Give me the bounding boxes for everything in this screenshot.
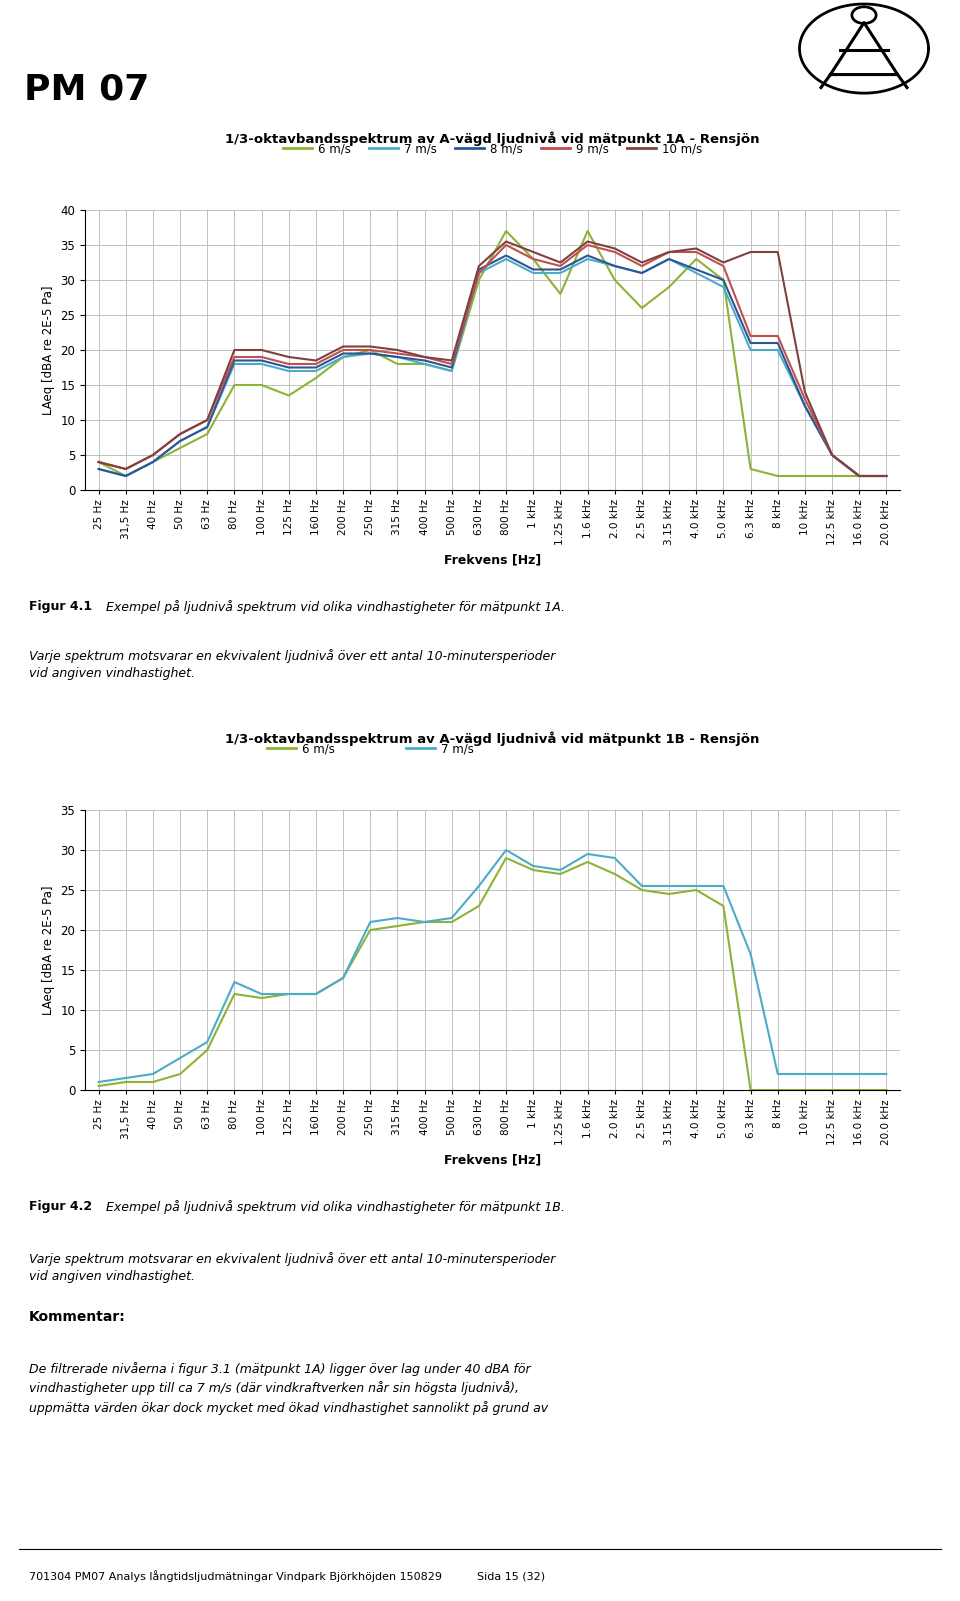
Legend: 6 m/s, 7 m/s, 8 m/s, 9 m/s, 10 m/s: 6 m/s, 7 m/s, 8 m/s, 9 m/s, 10 m/s	[278, 138, 707, 160]
Title: 1/3-oktavbandsspektrum av A-vägd ljudnivå vid mätpunkt 1A - Rensjön: 1/3-oktavbandsspektrum av A-vägd ljudniv…	[226, 131, 759, 146]
X-axis label: Frekvens [Hz]: Frekvens [Hz]	[444, 554, 541, 567]
Text: PM 07: PM 07	[24, 74, 150, 107]
Text: Exempel på ljudnivå spektrum vid olika vindhastigheter för mätpunkt 1B.: Exempel på ljudnivå spektrum vid olika v…	[106, 1201, 564, 1214]
Text: Figur 4.2: Figur 4.2	[29, 1201, 92, 1214]
Text: Varje spektrum motsvarar en ekvivalent ljudnivå över ett antal 10-minutersperiod: Varje spektrum motsvarar en ekvivalent l…	[29, 650, 555, 680]
Y-axis label: LAeq [dBA re 2E-5 Pa]: LAeq [dBA re 2E-5 Pa]	[42, 885, 55, 1015]
Text: 701304 PM07 Analys långtidsljudmätningar Vindpark Björkhöjden 150829          Si: 701304 PM07 Analys långtidsljudmätningar…	[29, 1571, 545, 1582]
Text: Figur 4.1: Figur 4.1	[29, 600, 92, 613]
Title: 1/3-oktavbandsspektrum av A-vägd ljudnivå vid mätpunkt 1B - Rensjön: 1/3-oktavbandsspektrum av A-vägd ljudniv…	[226, 732, 759, 746]
Text: Kommentar:: Kommentar:	[29, 1310, 126, 1324]
X-axis label: Frekvens [Hz]: Frekvens [Hz]	[444, 1153, 541, 1166]
Y-axis label: LAeq [dBA re 2E-5 Pa]: LAeq [dBA re 2E-5 Pa]	[42, 285, 55, 415]
Text: Exempel på ljudnivå spektrum vid olika vindhastigheter för mätpunkt 1A.: Exempel på ljudnivå spektrum vid olika v…	[106, 600, 564, 613]
Text: De filtrerade nivåerna i figur 3.1 (mätpunkt 1A) ligger över lag under 40 dBA fö: De filtrerade nivåerna i figur 3.1 (mätp…	[29, 1362, 548, 1415]
Text: Varje spektrum motsvarar en ekvivalent ljudnivå över ett antal 10-minutersperiod: Varje spektrum motsvarar en ekvivalent l…	[29, 1252, 555, 1284]
Legend: 6 m/s, 7 m/s: 6 m/s, 7 m/s	[262, 738, 479, 760]
